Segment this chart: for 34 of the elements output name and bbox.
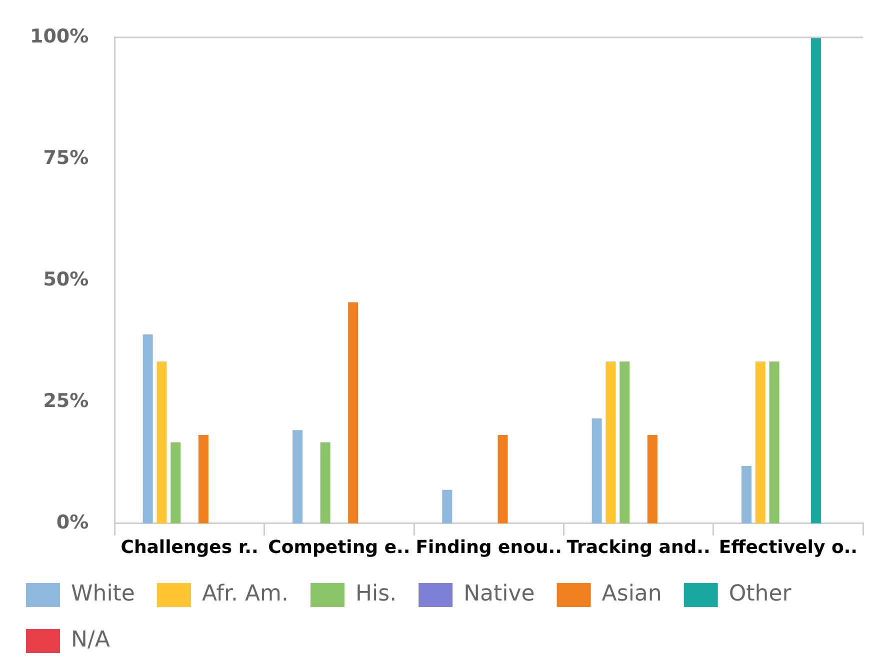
bar: [810, 37, 821, 524]
y-tick-label: 0%: [56, 511, 89, 534]
bar: [348, 302, 358, 524]
bar: [156, 362, 167, 524]
x-tick-label: Challenges r..: [120, 536, 258, 558]
bar: [769, 362, 780, 524]
bar: [292, 430, 302, 524]
bar: [755, 362, 766, 524]
bar: [741, 466, 752, 524]
bar: [498, 434, 508, 524]
bar: [592, 418, 602, 524]
y-tick-label: 100%: [30, 25, 89, 48]
bar: [442, 490, 452, 524]
x-tick-label: Tracking and..: [566, 536, 710, 558]
x-tick-label: Effectively o..: [718, 536, 858, 558]
x-tick-label: Competing e..: [268, 536, 410, 558]
legend-label: Native: [464, 582, 535, 607]
legend-label: Asian: [602, 582, 662, 607]
y-tick-label: 75%: [43, 146, 89, 169]
bar: [620, 362, 630, 524]
legend-label: Afr. Am.: [202, 582, 288, 607]
bar: [320, 442, 330, 524]
legend-label: His.: [355, 582, 397, 607]
x-tick-label: Finding enou..: [416, 536, 562, 558]
bar: [142, 334, 153, 524]
y-tick-label: 25%: [43, 390, 89, 412]
legend-label: White: [71, 582, 135, 607]
bar: [606, 362, 616, 524]
bar: [198, 434, 208, 524]
bar: [170, 442, 181, 524]
legend-label: N/A: [71, 628, 110, 653]
bar: [647, 434, 658, 524]
y-tick-label: 50%: [43, 268, 89, 290]
legend-label: Other: [728, 582, 792, 607]
